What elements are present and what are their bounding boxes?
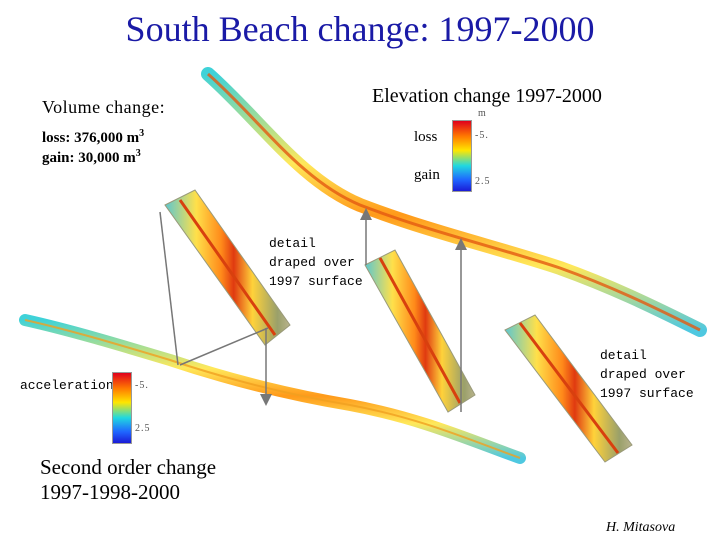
volume-loss: loss: 376,000 m3 xyxy=(42,124,144,148)
detail-block-2 xyxy=(364,249,476,413)
volume-loss-value: loss: 376,000 m xyxy=(42,130,140,146)
connector-arrows xyxy=(159,208,467,412)
detail-label-1-line-2: draped over xyxy=(269,255,355,270)
elevation-tick-bottom: 2.5 xyxy=(475,176,491,187)
volume-gain-exponent: 3 xyxy=(135,148,141,159)
volume-gain-value: gain: 30,000 m xyxy=(42,150,136,166)
volume-gain: gain: 30,000 m3 xyxy=(42,144,141,168)
acceleration-tick-bottom: 2.5 xyxy=(135,423,151,434)
arrow-1-diagonal xyxy=(179,327,269,366)
author-credit: H. Mitasova xyxy=(606,520,676,535)
second-order-title: Second order change 1997-1998-2000 xyxy=(40,455,216,505)
detail-label-1: detail draped over 1997 surface xyxy=(269,234,363,291)
volume-loss-exponent: 3 xyxy=(139,128,145,139)
detail-label-2-line-2: draped over xyxy=(600,367,686,382)
elevation-change-strip xyxy=(201,67,707,337)
elevation-legend-unit: m xyxy=(478,108,487,119)
elevation-legend-title: Elevation change 1997-2000 xyxy=(372,85,602,107)
acceleration-colorbar xyxy=(112,372,132,444)
volume-change-heading: Volume change: xyxy=(42,97,166,117)
elevation-label-gain: gain xyxy=(414,167,440,183)
detail-block-3 xyxy=(504,314,633,463)
elevation-label-loss: loss xyxy=(414,129,438,145)
second-order-line-2: 1997-1998-2000 xyxy=(40,480,180,504)
detail-label-1-line-3: 1997 surface xyxy=(269,274,363,289)
detail-label-1-line-1: detail xyxy=(269,236,316,251)
second-order-line-1: Second order change xyxy=(40,455,217,479)
arrow-1-line xyxy=(159,211,179,366)
acceleration-label: acceleration xyxy=(20,378,114,393)
page-title: South Beach change: 1997-2000 xyxy=(125,9,595,49)
detail-block-1 xyxy=(164,189,291,346)
detail-label-2: detail draped over 1997 surface xyxy=(600,346,694,403)
elevation-tick-top: -5. xyxy=(475,130,489,141)
elevation-colorbar xyxy=(452,120,472,192)
acceleration-tick-top: -5. xyxy=(135,380,149,391)
detail-label-2-line-3: 1997 surface xyxy=(600,386,694,401)
detail-label-2-line-1: detail xyxy=(600,348,647,363)
